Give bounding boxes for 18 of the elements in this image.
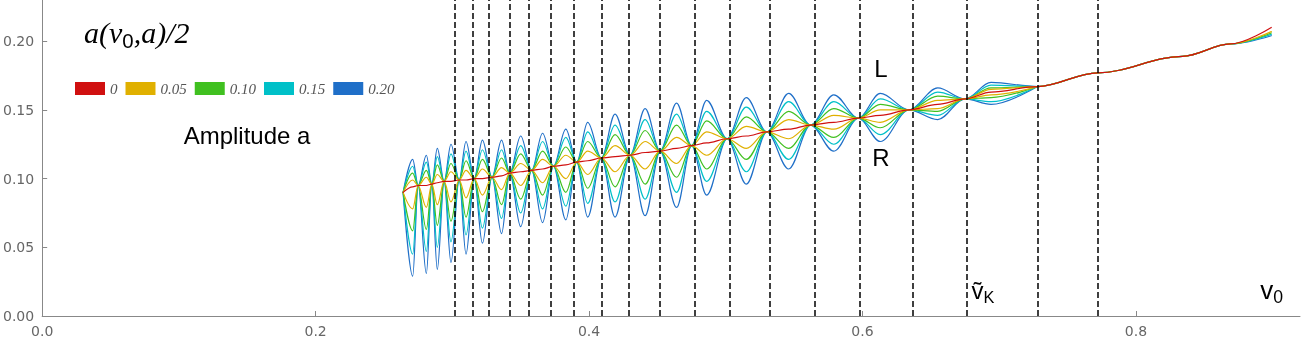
- y-tick-label: 0.05: [3, 239, 35, 256]
- legend-title: Amplitude a: [183, 121, 312, 149]
- y-tick-label: 0.20: [3, 33, 35, 50]
- x-tick-label: 0.6: [851, 323, 874, 339]
- legend-label: 0.05: [160, 80, 188, 97]
- legend-label: 0.15: [299, 80, 326, 97]
- x-tick-label: 0.0: [31, 323, 54, 339]
- annotation: L: [874, 54, 888, 82]
- legend-label: 0: [110, 80, 118, 97]
- x-tick-label: 0.2: [304, 323, 327, 339]
- y-tick-label: 0.10: [3, 170, 35, 187]
- legend-label: 0.20: [368, 80, 395, 97]
- x-tick-label: 0.4: [577, 323, 601, 339]
- legend-label: 0.10: [229, 80, 257, 97]
- annotation: R: [872, 143, 890, 171]
- y-tick-label: 0.15: [3, 101, 35, 118]
- x-tick-label: 0.8: [1124, 323, 1148, 339]
- y-tick-label: 0.00: [3, 308, 35, 324]
